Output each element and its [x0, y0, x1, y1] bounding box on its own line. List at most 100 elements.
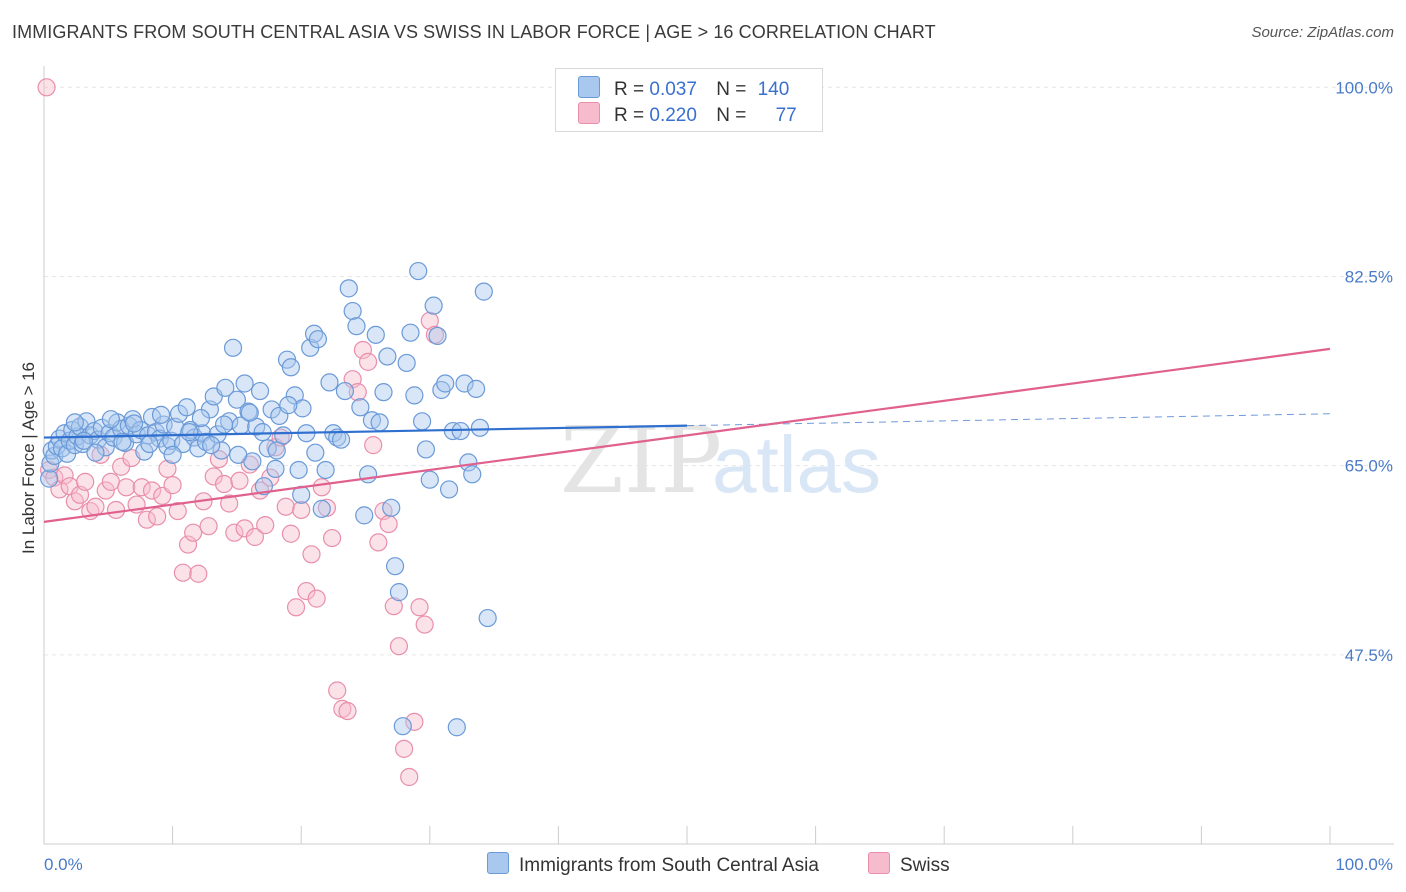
south-central-asia-point [382, 498, 401, 517]
swiss-point [338, 701, 357, 721]
swiss-point [101, 472, 120, 491]
south-central-asia-point [385, 557, 405, 576]
south-central-asia-point [424, 296, 443, 315]
south-central-asia-point [358, 465, 378, 484]
south-central-asia-point [347, 317, 366, 336]
y-tick-label: 100.0% [1335, 78, 1393, 97]
swiss-point [37, 78, 56, 97]
south-central-asia-point [235, 374, 254, 393]
swiss-point [292, 500, 311, 520]
swiss-point [420, 311, 439, 330]
south-central-asia-point [254, 477, 274, 496]
swiss-point [410, 598, 429, 617]
legend-r-value: 0.037 [649, 79, 697, 100]
swiss-point [55, 466, 74, 485]
south-central-asia-point [470, 418, 490, 437]
swiss-point [148, 507, 167, 526]
swiss-point [307, 589, 326, 608]
swiss-point [415, 615, 434, 634]
chart-title: IMMIGRANTS FROM SOUTH CENTRAL ASIA VS SW… [12, 22, 936, 42]
south-central-asia-point [389, 583, 409, 602]
south-central-asia-point [455, 374, 474, 393]
swiss-point [173, 563, 192, 582]
swiss-point [158, 459, 177, 478]
south-central-asia-point [351, 398, 370, 417]
tick-labels: 47.5% 65.0% 82.5% 100.0% 0.0% 100.0% [44, 78, 1393, 874]
south-central-asia-point [177, 398, 196, 417]
south-central-asia-point [335, 381, 355, 401]
south-central-asia-point [267, 441, 286, 460]
south-central-asia-point [370, 413, 389, 432]
south-central-asia-point [436, 374, 455, 393]
south-central-asia-point [463, 465, 482, 484]
x-tick-label: 0.0% [44, 855, 83, 874]
pink-swatch-icon [578, 102, 600, 124]
south-central-asia-point [229, 445, 248, 464]
swiss-point [348, 383, 367, 402]
watermark-zip: ZIP [560, 407, 722, 514]
south-central-asia-point [162, 431, 181, 450]
swiss-point [245, 527, 265, 547]
south-central-asia-point [306, 443, 325, 462]
south-central-asia-point [113, 432, 132, 451]
legend-n-value: 140 [757, 79, 790, 100]
legend-item-label: Swiss [900, 855, 950, 876]
south-central-asia-point [320, 373, 339, 392]
legend-r-label: R = [614, 105, 645, 126]
south-central-asia-point [409, 261, 428, 281]
y-tick-label: 47.5% [1345, 646, 1393, 665]
swiss-point [106, 500, 126, 520]
south-central-asia-point [140, 434, 159, 454]
swiss-point [394, 739, 414, 758]
south-central-asia-point [250, 381, 270, 401]
swiss-point [225, 523, 244, 542]
south-central-asia-point [274, 426, 293, 445]
pink-swatch-icon [868, 852, 890, 874]
pink-trend-line [43, 347, 1331, 523]
legend-n-label: N = [716, 105, 747, 126]
south-central-asia-points [40, 261, 497, 737]
south-central-asia-point [163, 445, 182, 464]
trend-lines [43, 347, 1331, 523]
swiss-point [400, 767, 419, 787]
south-central-asia-point [227, 390, 246, 409]
south-central-asia-point [293, 399, 312, 418]
swiss-point [312, 478, 331, 497]
south-central-asia-point [478, 608, 497, 628]
south-central-asia-point [101, 410, 120, 429]
south-central-asia-point [412, 412, 432, 431]
swiss-point [199, 517, 218, 536]
swiss-point [117, 478, 136, 497]
y-axis-label: In Labor Force | Age > 16 [19, 362, 38, 554]
swiss-point [178, 535, 198, 554]
swiss-point [86, 497, 105, 516]
south-central-asia-point [124, 414, 144, 433]
south-central-asia-point [202, 436, 221, 455]
swiss-point [168, 501, 187, 521]
swiss-point [302, 545, 321, 564]
south-central-asia-point [312, 499, 331, 518]
south-central-asia-point [40, 469, 59, 488]
south-central-asia-point [281, 358, 301, 377]
south-central-asia-point [439, 480, 459, 499]
south-central-asia-point [65, 413, 84, 432]
swiss-point [184, 523, 203, 542]
south-central-asia-point [223, 338, 243, 357]
south-central-asia-point [378, 347, 397, 366]
south-central-asia-point [216, 378, 235, 397]
south-central-asia-point [279, 396, 298, 415]
south-central-asia-point [459, 453, 478, 472]
swiss-point [389, 637, 409, 656]
swiss-point [240, 455, 259, 474]
legend-r-value: 0.220 [649, 105, 697, 126]
swiss-point [353, 340, 373, 360]
south-central-asia-point [474, 282, 493, 301]
south-central-asia-point [220, 412, 239, 431]
source-label: Source: ZipAtlas.com [1251, 24, 1394, 41]
south-central-asia-point [96, 438, 115, 457]
south-central-asia-point [466, 379, 486, 398]
swiss-point [358, 352, 378, 371]
swiss-point [328, 681, 347, 700]
south-central-asia-point [339, 279, 358, 298]
